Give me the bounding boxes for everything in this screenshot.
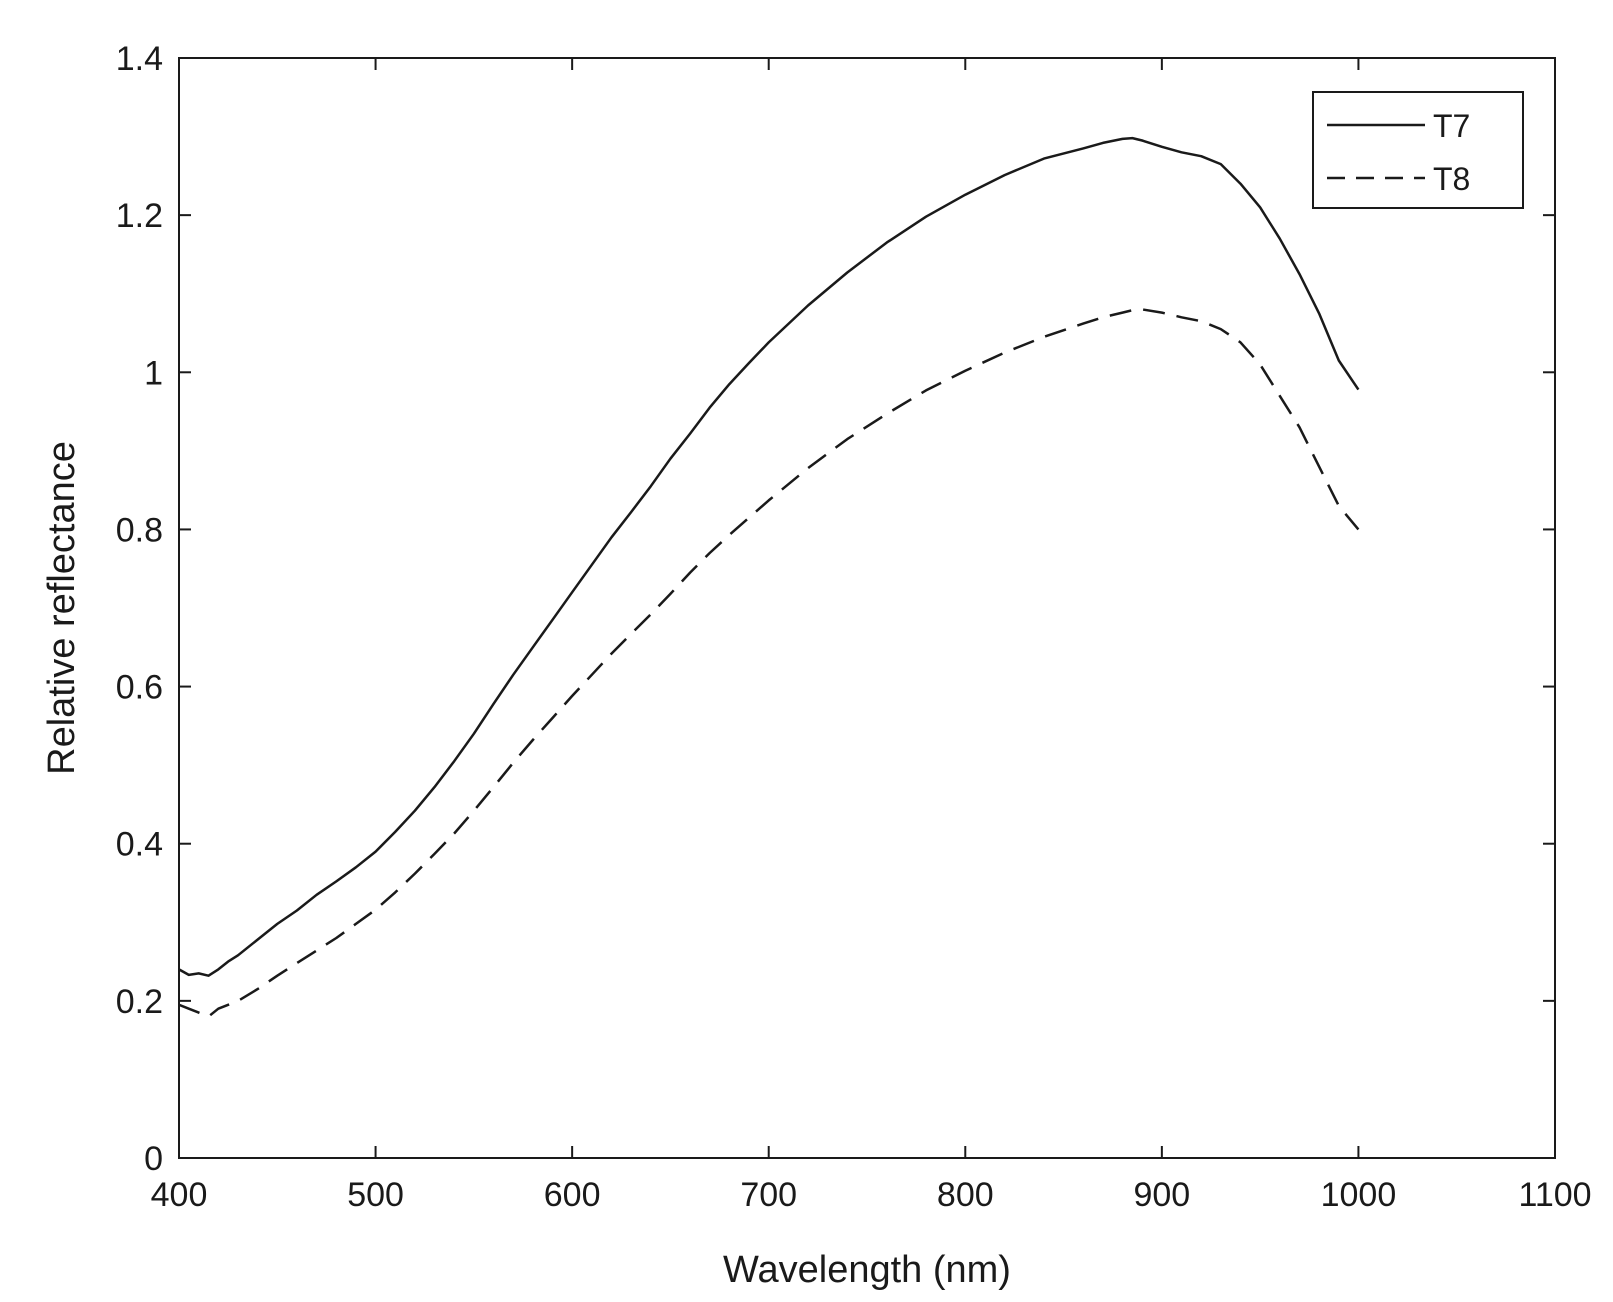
y-tick-label: 1 <box>144 354 163 392</box>
y-tick-label: 0.6 <box>116 669 163 707</box>
y-tick-label: 0 <box>144 1140 163 1178</box>
y-axis-label: Relative reflectance <box>41 441 83 775</box>
series-line-t7 <box>179 136 1360 977</box>
x-tick-label: 700 <box>740 1176 797 1214</box>
x-tick-label: 800 <box>937 1176 994 1214</box>
x-axis-label: Wavelength (nm) <box>723 1249 1011 1291</box>
x-tick-label: 600 <box>544 1176 601 1214</box>
x-tick-label: 500 <box>347 1176 404 1214</box>
series-layer <box>179 136 1360 1018</box>
legend-label-t8: T8 <box>1433 161 1470 197</box>
x-tick-label: 900 <box>1133 1176 1190 1214</box>
x-tick-label: 1100 <box>1518 1176 1591 1214</box>
y-tick-label: 1.2 <box>116 197 163 235</box>
legend-box <box>1312 91 1524 209</box>
series-line-t8 <box>179 308 1360 1018</box>
y-tick-label: 1.4 <box>116 40 163 78</box>
x-tick-label: 400 <box>151 1176 208 1214</box>
y-tick-label: 0.4 <box>116 826 163 864</box>
legend: T7 T8 <box>1312 91 1524 209</box>
legend-label-t7: T7 <box>1433 108 1470 144</box>
x-tick-label: 1000 <box>1321 1176 1397 1214</box>
axis-ticks: 400 500 600 700 800 900 1000 1100 0 0.2 0.4 0.6 0.8 1… <box>116 40 1592 1214</box>
y-tick-label: 0.8 <box>116 511 163 549</box>
y-tick-label: 0.2 <box>116 983 163 1021</box>
plot-frame <box>178 57 1556 1159</box>
